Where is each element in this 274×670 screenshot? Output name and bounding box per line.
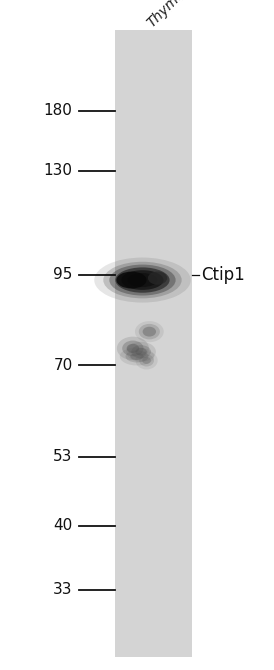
Ellipse shape xyxy=(130,353,144,360)
Ellipse shape xyxy=(117,336,149,360)
Ellipse shape xyxy=(143,327,156,336)
Text: 180: 180 xyxy=(44,103,73,118)
Ellipse shape xyxy=(122,340,144,356)
Text: 70: 70 xyxy=(53,358,73,373)
Ellipse shape xyxy=(116,271,147,289)
Ellipse shape xyxy=(135,348,147,356)
Bar xyxy=(115,30,192,657)
Ellipse shape xyxy=(148,271,167,285)
Ellipse shape xyxy=(103,262,182,298)
Ellipse shape xyxy=(121,270,164,290)
Ellipse shape xyxy=(109,265,176,295)
Text: 130: 130 xyxy=(44,163,73,178)
Ellipse shape xyxy=(126,342,156,362)
Ellipse shape xyxy=(131,345,151,358)
Ellipse shape xyxy=(125,350,149,362)
Text: 33: 33 xyxy=(53,582,73,597)
Ellipse shape xyxy=(120,347,154,366)
Text: Ctip1: Ctip1 xyxy=(201,266,245,283)
Text: 53: 53 xyxy=(53,450,73,464)
Ellipse shape xyxy=(127,344,139,353)
Ellipse shape xyxy=(139,354,154,366)
Ellipse shape xyxy=(142,357,151,364)
Ellipse shape xyxy=(135,321,164,342)
Ellipse shape xyxy=(115,267,170,293)
Text: 40: 40 xyxy=(53,519,73,533)
Text: Thymus: Thymus xyxy=(145,0,194,30)
Ellipse shape xyxy=(94,257,191,303)
Ellipse shape xyxy=(127,273,158,287)
Text: 95: 95 xyxy=(53,267,73,282)
Ellipse shape xyxy=(135,351,158,370)
Ellipse shape xyxy=(139,324,160,340)
